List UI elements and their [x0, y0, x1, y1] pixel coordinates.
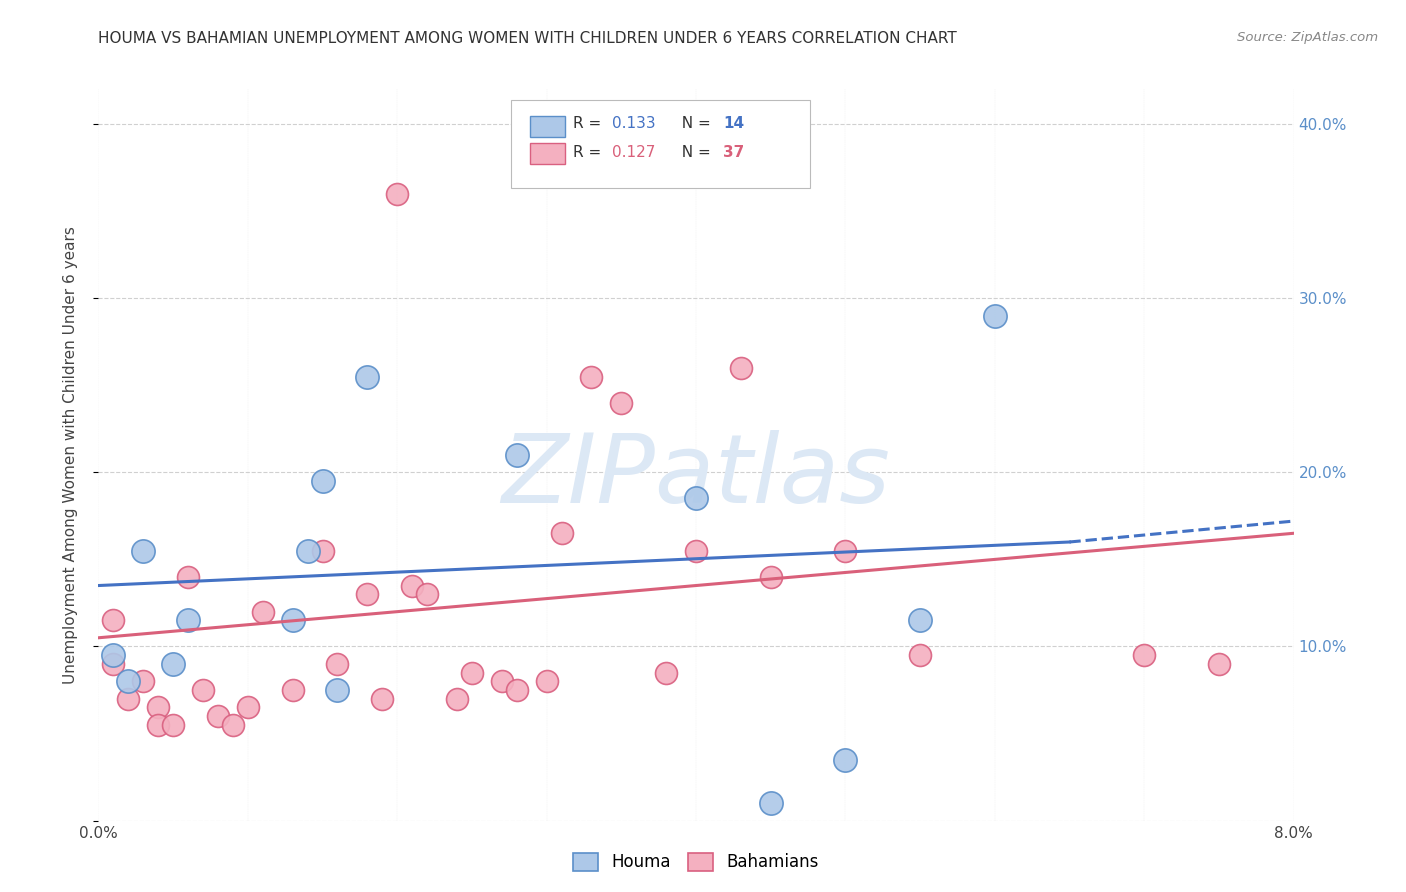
Point	[759, 570, 782, 584]
Point	[834, 543, 856, 558]
FancyBboxPatch shape	[530, 116, 565, 136]
Point	[536, 674, 558, 689]
Point	[177, 613, 200, 627]
FancyBboxPatch shape	[530, 143, 565, 164]
Point	[222, 718, 245, 732]
Text: 14: 14	[724, 116, 745, 131]
Point	[297, 543, 319, 558]
Point	[311, 543, 333, 558]
Point	[908, 648, 931, 663]
Point	[581, 369, 603, 384]
Point	[685, 543, 707, 558]
Point	[1208, 657, 1230, 671]
Point	[908, 613, 931, 627]
Point	[103, 613, 125, 627]
Point	[326, 683, 349, 698]
Point	[236, 700, 259, 714]
FancyBboxPatch shape	[510, 100, 810, 188]
Point	[506, 448, 529, 462]
Point	[177, 570, 200, 584]
Text: ZIPatlas: ZIPatlas	[502, 430, 890, 524]
Point	[162, 657, 184, 671]
Point	[1133, 648, 1156, 663]
Point	[461, 665, 484, 680]
Point	[610, 395, 633, 409]
Text: R =: R =	[572, 145, 606, 161]
Point	[385, 186, 409, 201]
Point	[132, 674, 155, 689]
Point	[117, 691, 139, 706]
Point	[103, 657, 125, 671]
Point	[103, 648, 125, 663]
Point	[371, 691, 394, 706]
Point	[685, 491, 707, 506]
Text: 0.127: 0.127	[613, 145, 655, 161]
Point	[311, 474, 333, 488]
Point	[416, 587, 439, 601]
Text: 37: 37	[724, 145, 745, 161]
Point	[730, 360, 752, 375]
Point	[356, 369, 378, 384]
Point	[356, 587, 378, 601]
Text: N =: N =	[672, 116, 716, 131]
Text: 0.133: 0.133	[613, 116, 657, 131]
Text: Source: ZipAtlas.com: Source: ZipAtlas.com	[1237, 31, 1378, 45]
Point	[148, 700, 170, 714]
Point	[281, 683, 304, 698]
Point	[162, 718, 184, 732]
Point	[191, 683, 214, 698]
Point	[983, 309, 1005, 323]
Point	[132, 543, 155, 558]
Point	[281, 613, 304, 627]
Point	[117, 674, 139, 689]
Point	[207, 709, 229, 723]
Legend: Houma, Bahamians: Houma, Bahamians	[567, 847, 825, 878]
Y-axis label: Unemployment Among Women with Children Under 6 years: Unemployment Among Women with Children U…	[63, 226, 77, 684]
Text: R =: R =	[572, 116, 606, 131]
Point	[401, 578, 423, 592]
Point	[491, 674, 513, 689]
Point	[506, 683, 529, 698]
Point	[834, 753, 856, 767]
Point	[655, 665, 678, 680]
Text: HOUMA VS BAHAMIAN UNEMPLOYMENT AMONG WOMEN WITH CHILDREN UNDER 6 YEARS CORRELATI: HOUMA VS BAHAMIAN UNEMPLOYMENT AMONG WOM…	[98, 31, 957, 46]
Point	[446, 691, 468, 706]
Point	[252, 605, 274, 619]
Point	[148, 718, 170, 732]
Point	[326, 657, 349, 671]
Text: N =: N =	[672, 145, 716, 161]
Point	[550, 526, 572, 541]
Point	[759, 796, 782, 810]
